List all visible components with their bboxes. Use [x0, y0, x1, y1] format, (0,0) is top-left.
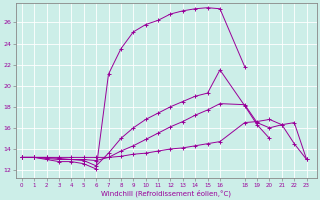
X-axis label: Windchill (Refroidissement éolien,°C): Windchill (Refroidissement éolien,°C) — [101, 189, 231, 197]
